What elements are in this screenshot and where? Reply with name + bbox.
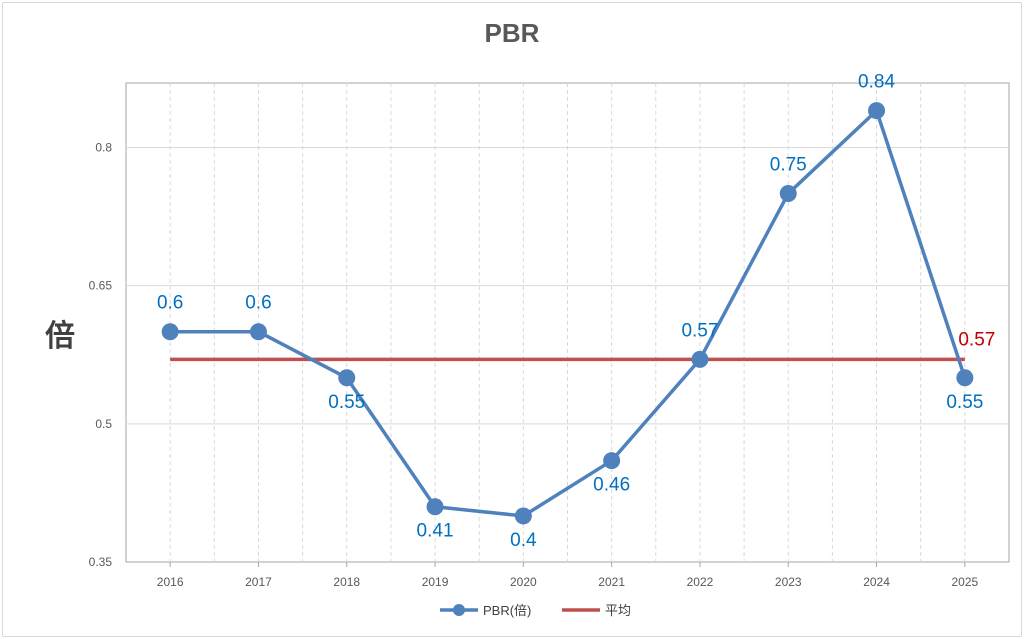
- pbr-data-point: [338, 369, 356, 387]
- pbr-data-point: [161, 323, 179, 341]
- pbr-data-label: 0.84: [858, 72, 895, 93]
- x-tick-label: 2018: [333, 575, 360, 589]
- x-tick-label: 2023: [775, 575, 802, 589]
- pbr-data-label: 0.6: [245, 293, 271, 314]
- y-tick-label: 0.5: [95, 417, 112, 431]
- pbr-data-point: [249, 323, 267, 341]
- legend-pbr-marker: [453, 604, 465, 616]
- pbr-data-label: 0.41: [417, 521, 454, 542]
- x-tick-label: 2017: [245, 575, 272, 589]
- x-tick-label: 2025: [951, 575, 978, 589]
- x-tick-label: 2020: [510, 575, 537, 589]
- pbr-data-label: 0.57: [681, 320, 718, 341]
- pbr-data-point: [956, 369, 974, 387]
- x-tick-label: 2022: [687, 575, 714, 589]
- y-tick-label: 0.35: [89, 555, 113, 569]
- y-axis-label: 倍: [45, 319, 75, 353]
- pbr-data-point: [868, 102, 886, 120]
- pbr-data-label: 0.46: [593, 475, 630, 496]
- y-tick-label: 0.65: [89, 279, 113, 293]
- pbr-data-label: 0.6: [157, 293, 183, 314]
- x-tick-label: 2016: [157, 575, 184, 589]
- pbr-data-point: [691, 350, 709, 368]
- pbr-data-label: 0.55: [946, 392, 983, 413]
- average-data-label: 0.57: [958, 329, 995, 350]
- x-tick-label: 2024: [863, 575, 890, 589]
- pbr-data-point: [426, 498, 444, 516]
- pbr-data-point: [514, 507, 532, 525]
- pbr-data-point: [779, 185, 797, 203]
- pbr-data-label: 0.4: [510, 530, 537, 551]
- pbr-data-point: [603, 452, 621, 470]
- x-tick-label: 2021: [598, 575, 625, 589]
- series-pbr-line: [170, 108, 967, 518]
- legend-pbr-label: PBR(倍): [483, 603, 531, 618]
- pbr-data-label: 0.55: [328, 392, 365, 413]
- x-tick-label: 2019: [422, 575, 449, 589]
- chart-title: PBR: [484, 18, 540, 48]
- y-tick-label: 0.8: [95, 140, 112, 154]
- legend-average-label: 平均: [605, 603, 631, 618]
- pbr-data-label: 0.75: [770, 155, 807, 176]
